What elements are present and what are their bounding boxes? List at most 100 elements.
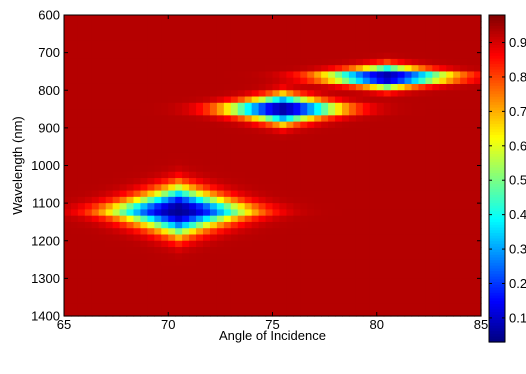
- heatmap-cell: [258, 140, 267, 148]
- heatmap-cell: [182, 33, 190, 41]
- heatmap-cell: [105, 52, 114, 60]
- heatmap-cell: [369, 102, 378, 110]
- heatmap-cell: [453, 234, 461, 242]
- heatmap-cell: [376, 284, 385, 292]
- heatmap-cell: [119, 303, 128, 311]
- heatmap-cell: [98, 278, 107, 286]
- heatmap-cell: [272, 253, 281, 261]
- heatmap-cell: [209, 77, 218, 85]
- heatmap-cell: [196, 272, 204, 279]
- heatmap-cell: [133, 184, 142, 192]
- heatmap-cell: [342, 96, 350, 104]
- heatmap-cell: [265, 33, 274, 41]
- heatmap-cell: [147, 259, 155, 267]
- heatmap-cell: [279, 190, 287, 198]
- heatmap-cell: [404, 77, 413, 85]
- heatmap-cell: [203, 127, 211, 135]
- heatmap-cell: [112, 247, 121, 254]
- heatmap-cell: [342, 278, 350, 286]
- heatmap-cell: [321, 303, 329, 311]
- heatmap-cell: [376, 221, 385, 229]
- heatmap-cell: [244, 228, 253, 236]
- heatmap-cell: [404, 297, 413, 305]
- heatmap-cell: [126, 203, 135, 210]
- heatmap-cell: [196, 52, 204, 60]
- heatmap-cell: [216, 265, 225, 273]
- heatmap-cell: [369, 297, 378, 305]
- heatmap-cell: [196, 115, 204, 123]
- heatmap-cell: [383, 165, 392, 173]
- heatmap-cell: [230, 272, 239, 279]
- heatmap-cell: [383, 58, 392, 66]
- heatmap-cell: [460, 102, 468, 110]
- heatmap-cell: [425, 33, 433, 41]
- heatmap-cell: [119, 77, 128, 85]
- heatmap-cell: [286, 284, 294, 292]
- heatmap-cell: [307, 115, 315, 123]
- heatmap-cell: [460, 15, 468, 22]
- heatmap-cell: [369, 146, 378, 154]
- heatmap-cell: [446, 247, 454, 254]
- heatmap-cell: [91, 309, 100, 317]
- heatmap-cell: [460, 209, 468, 217]
- heatmap-cell: [64, 309, 72, 317]
- heatmap-cell: [98, 90, 107, 98]
- heatmap-cell: [439, 253, 447, 261]
- heatmap-cell: [230, 15, 239, 22]
- heatmap-cell: [175, 290, 183, 298]
- heatmap-cell: [404, 284, 413, 292]
- heatmap-cell: [446, 65, 454, 73]
- heatmap-cell: [397, 40, 406, 47]
- heatmap-cell: [446, 21, 454, 29]
- heatmap-cell: [460, 33, 468, 41]
- heatmap-cell: [404, 290, 413, 298]
- heatmap-cell: [91, 234, 100, 242]
- heatmap-cell: [112, 46, 121, 54]
- heatmap-cell: [376, 303, 385, 311]
- heatmap-cell: [314, 40, 322, 47]
- heatmap-cell: [272, 297, 281, 305]
- heatmap-cell: [467, 33, 475, 41]
- heatmap-cell: [147, 221, 155, 229]
- heatmap-cell: [293, 221, 301, 229]
- heatmap-cell: [147, 33, 155, 41]
- heatmap-cell: [230, 71, 239, 79]
- heatmap-cell: [348, 33, 357, 41]
- heatmap-cell: [91, 184, 100, 192]
- heatmap-cell: [133, 171, 142, 179]
- heatmap-cell: [300, 165, 308, 173]
- heatmap-cell: [418, 196, 426, 204]
- heatmap-cell: [244, 115, 253, 123]
- heatmap-cell: [376, 58, 385, 66]
- y-tick-label: 700: [38, 45, 60, 60]
- heatmap-cell: [126, 247, 135, 254]
- heatmap-cell: [335, 46, 343, 54]
- heatmap-cell: [244, 171, 253, 179]
- heatmap-cell: [453, 278, 461, 286]
- heatmap-cell: [119, 247, 128, 254]
- y-axis-label: Wavelength (nm): [10, 116, 25, 215]
- heatmap-cell: [112, 21, 121, 29]
- heatmap-cell: [203, 27, 211, 35]
- heatmap-cell: [404, 159, 413, 167]
- heatmap-cell: [446, 102, 454, 110]
- heatmap-cell: [209, 71, 218, 79]
- heatmap-cell: [175, 121, 183, 129]
- heatmap-cell: [355, 309, 364, 317]
- colorbar-step: [489, 132, 505, 136]
- heatmap-cell: [355, 90, 364, 98]
- heatmap-cell: [147, 46, 155, 54]
- heatmap-cell: [154, 159, 162, 167]
- heatmap-cell: [77, 83, 86, 91]
- heatmap-cell: [154, 83, 162, 91]
- heatmap-cell: [411, 265, 420, 273]
- heatmap-cell: [425, 58, 433, 66]
- heatmap-cell: [404, 165, 413, 173]
- heatmap-cell: [105, 121, 114, 129]
- heatmap-cell: [112, 228, 121, 236]
- heatmap-cell: [376, 247, 385, 254]
- heatmap-cell: [369, 171, 378, 179]
- heatmap-cell: [91, 115, 100, 123]
- heatmap-cell: [230, 184, 239, 192]
- heatmap-cell: [196, 90, 204, 98]
